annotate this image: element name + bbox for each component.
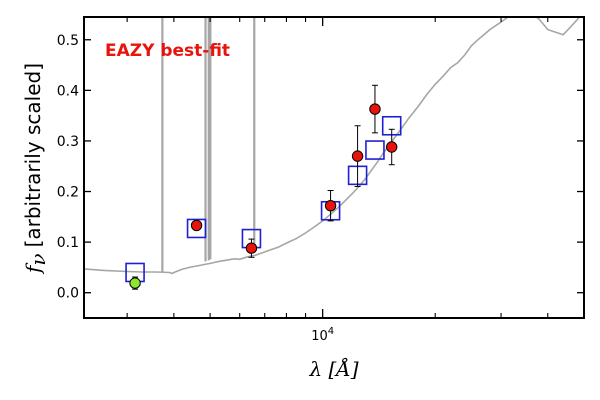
y-tick-label-2: 0.2 [57, 185, 79, 201]
x-axis-label: λ [Å] [308, 356, 358, 381]
y-axis-label-subscript: ν [26, 253, 50, 265]
y-axis-label-text: [arbitrarily scaled] [21, 63, 45, 247]
y-axis-label: fν[arbitrarily scaled] [21, 63, 50, 275]
template-spectrum-line [84, 17, 580, 275]
observed-flux-point-6 [129, 277, 141, 289]
model-flux-box-1 [186, 218, 207, 239]
x-tick-label-0: 104 [311, 326, 334, 344]
y-tick-label-0: 0.0 [57, 286, 79, 302]
observed-flux-point-2 [324, 199, 337, 212]
chart-annotation: EAZY best-fit [105, 41, 230, 61]
observed-flux-point-3 [351, 150, 364, 162]
x-tick-label-base-0: 10 [311, 329, 328, 344]
plot-area [84, 17, 580, 290]
y-tick-label-4: 0.4 [57, 83, 79, 99]
observed-flux-point-1 [245, 242, 258, 254]
plot-frame [83, 16, 585, 319]
x-tick-label-exponent-0: 4 [328, 326, 334, 337]
observed-flux-point-4 [369, 103, 381, 115]
y-tick-label-1: 0.1 [57, 235, 79, 251]
plot-content [84, 17, 580, 290]
y-tick-label-3: 0.3 [57, 134, 79, 150]
observed-flux-point-5 [386, 141, 398, 153]
svg-text:fν[arbitrarily scaled]: fν[arbitrarily scaled] [21, 63, 50, 275]
observed-flux-point-0 [190, 219, 203, 232]
axis-ticks: 0.0 0.1 0.2 0.3 0.4 0.5 104 [57, 17, 584, 344]
y-tick-label-5: 0.5 [57, 33, 79, 49]
model-flux-box-5 [365, 140, 385, 160]
